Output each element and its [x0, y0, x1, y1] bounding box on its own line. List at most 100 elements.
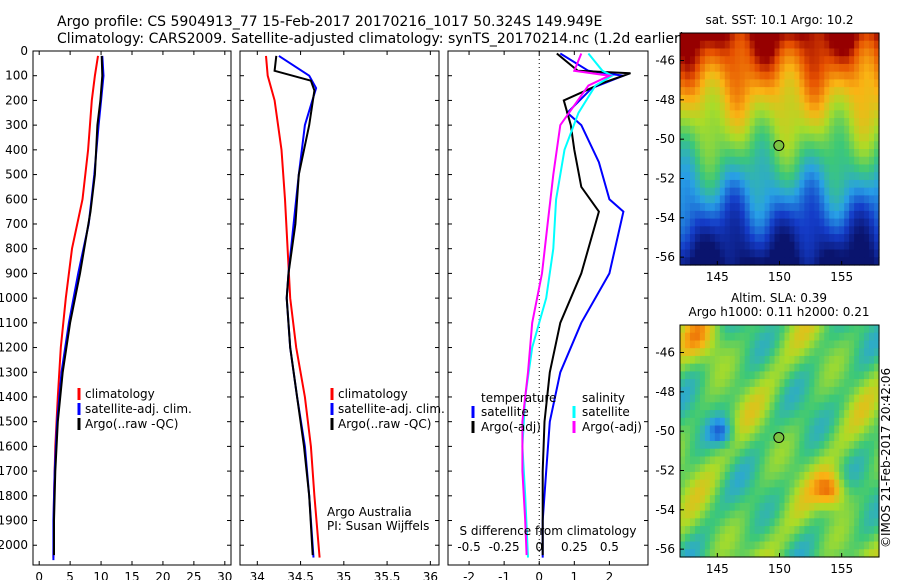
map-cell: [684, 533, 691, 543]
map-cell: [764, 464, 771, 473]
map-cell: [779, 549, 786, 558]
map-cell: [680, 448, 686, 458]
map-cell: [689, 471, 696, 481]
map-cell: [759, 110, 766, 119]
map-cell: [739, 79, 746, 88]
map-cell: [744, 102, 751, 111]
map-cell: [699, 363, 706, 372]
map-cell: [769, 257, 776, 266]
map-cell: [844, 33, 850, 42]
map-cell: [869, 179, 875, 189]
x-tick-label: 155: [830, 270, 853, 284]
map-cell: [704, 402, 711, 411]
map-cell: [844, 110, 850, 119]
map-cell: [854, 40, 860, 50]
map-cell: [839, 425, 845, 434]
map-cell: [774, 110, 781, 119]
map-cell: [859, 379, 865, 388]
map-cell: [844, 257, 850, 266]
map-cell: [754, 218, 761, 227]
legend-label: climatology: [85, 387, 155, 401]
map-cell: [699, 164, 706, 173]
map-cell: [734, 441, 741, 450]
map-cell: [769, 502, 776, 512]
map-cell: [849, 63, 855, 73]
map-cell: [769, 386, 776, 396]
map-cell: [804, 402, 810, 411]
map-cell: [759, 249, 766, 258]
map-cell: [684, 33, 691, 42]
map-cell: [839, 479, 845, 488]
map-cell: [874, 448, 880, 458]
map-cell: [779, 526, 786, 535]
map-cell: [680, 386, 686, 396]
map-cell: [829, 355, 835, 365]
map-cell: [874, 241, 880, 251]
map-cell: [829, 502, 835, 512]
map-cell: [749, 417, 756, 427]
map-cell: [769, 203, 776, 212]
map-cell: [814, 394, 820, 403]
map-cell: [804, 94, 810, 104]
map-cell: [709, 533, 716, 543]
map-cell: [779, 355, 786, 365]
map-cell: [739, 386, 746, 396]
map-cell: [824, 40, 830, 50]
map-cell: [724, 203, 731, 212]
map-cell: [719, 456, 726, 465]
map-title: Altim. SLA: 0.39: [731, 291, 827, 305]
map-cell: [774, 549, 781, 558]
x2-axis-label: S difference from climatology: [460, 524, 637, 538]
map-cell: [849, 48, 855, 57]
map-cell: [734, 518, 741, 527]
map-cell: [769, 487, 776, 496]
map-cell: [774, 94, 781, 104]
map-cell: [699, 156, 706, 166]
map-cell: [779, 456, 786, 465]
map-cell: [819, 533, 825, 543]
map-cell: [719, 149, 726, 158]
map-cell: [739, 371, 746, 380]
map-cell: [849, 249, 855, 258]
map-cell: [844, 394, 850, 403]
map-cell: [694, 348, 701, 357]
x-tick-label: -1: [498, 570, 510, 580]
map-cell: [874, 379, 880, 388]
map-cell: [864, 425, 870, 434]
map-cell: [804, 425, 810, 434]
map-cell: [709, 325, 716, 334]
map-cell: [794, 379, 800, 388]
map-cell: [809, 195, 815, 204]
map-cell: [869, 87, 875, 96]
map-cell: [804, 464, 810, 473]
map-cell: [844, 363, 850, 372]
map-cell: [769, 332, 776, 342]
map-cell: [704, 125, 711, 135]
map-cell: [804, 40, 810, 50]
map-cell: [744, 164, 751, 173]
map-cell: [799, 355, 805, 365]
map-cell: [789, 518, 796, 527]
map-cell: [699, 87, 706, 96]
map-cell: [754, 110, 761, 119]
map-cell: [824, 425, 830, 434]
map-cell: [774, 340, 781, 349]
map-cell: [699, 394, 706, 403]
map-cell: [794, 71, 800, 80]
map-cell: [749, 541, 756, 550]
map-cell: [799, 425, 805, 434]
map-cell: [794, 332, 800, 342]
map-cell: [874, 195, 880, 204]
map-cell: [694, 79, 701, 88]
map-cell: [834, 187, 840, 196]
map-cell: [704, 448, 711, 458]
map-cell: [749, 33, 756, 42]
map-cell: [724, 541, 731, 550]
map-cell: [724, 425, 731, 434]
map-cell: [704, 94, 711, 104]
map-cell: [784, 386, 791, 396]
map-cell: [839, 210, 845, 220]
map-cell: [714, 125, 721, 135]
map-cell: [819, 218, 825, 227]
map-cell: [809, 510, 815, 519]
